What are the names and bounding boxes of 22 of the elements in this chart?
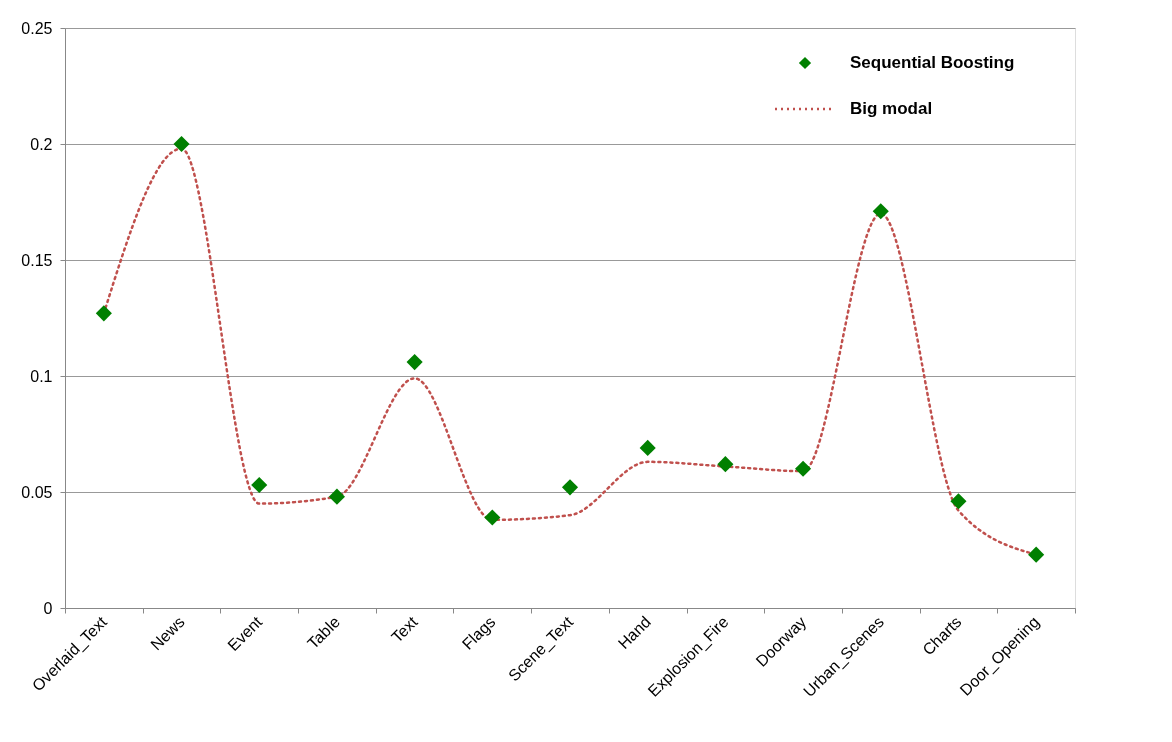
point <box>95 305 112 322</box>
point <box>639 439 656 456</box>
y-tick-label: 0.25 <box>21 19 53 37</box>
x-tick-label: Text <box>388 612 422 646</box>
point <box>872 203 889 220</box>
point <box>484 509 501 526</box>
point <box>1028 546 1045 563</box>
point <box>328 488 345 505</box>
point <box>950 493 967 510</box>
y-tick-label: 0.05 <box>21 483 53 501</box>
legend-label: Sequential Boosting <box>850 53 1015 72</box>
point <box>561 479 579 496</box>
point <box>795 460 812 477</box>
y-tick-label: 0.15 <box>21 251 53 269</box>
point <box>406 354 423 371</box>
point <box>717 456 734 473</box>
point <box>251 476 268 494</box>
legend-label: Big modal <box>850 99 933 118</box>
point <box>173 135 190 153</box>
y-tick-label: 0.2 <box>30 135 53 153</box>
y-tick-label: 0 <box>43 599 53 617</box>
y-tick-label: 0.1 <box>30 367 53 385</box>
